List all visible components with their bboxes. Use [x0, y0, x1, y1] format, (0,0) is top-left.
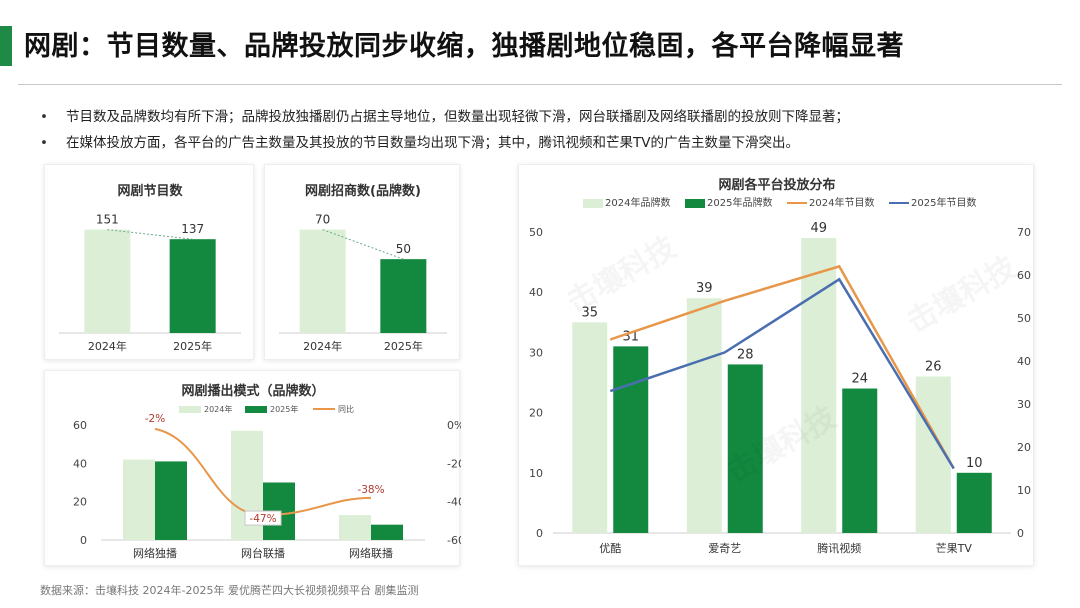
legend-label: 2025年节目数 [911, 196, 976, 209]
y-tick-label: 20 [73, 496, 87, 509]
chart-brands: 网剧招商数(品牌数) 70 2024年 50 2025年 [279, 183, 447, 353]
yoy-data-label: -2% [145, 413, 165, 425]
data-label: 28 [737, 347, 754, 362]
legend-swatch-2024 [179, 406, 201, 413]
x-tick-label: 2024年 [88, 339, 127, 353]
y-tick-label: 30 [529, 346, 543, 359]
x-tick-label: 腾讯视频 [817, 541, 861, 555]
chart-panel-brands: 网剧招商数(品牌数) 70 2024年 50 2025年 [264, 164, 460, 360]
y-tick-label: 40 [73, 457, 87, 470]
bar-brand-2025 [613, 346, 649, 533]
y2-tick-label: 10 [1017, 484, 1031, 497]
y-tick-label: 60 [73, 419, 87, 432]
y2-tick-label: 60 [1017, 269, 1031, 282]
y2-tick-label: -40% [447, 496, 461, 509]
chart-title: 网剧节目数 [117, 183, 183, 199]
y-tick-label: 50 [529, 226, 543, 239]
bar-brand-2024 [572, 322, 608, 533]
y-tick-label: 20 [529, 407, 543, 420]
data-label: 39 [696, 281, 713, 296]
bar-2024 [339, 515, 371, 540]
title-divider [18, 84, 1062, 85]
x-tick-label: 网络独播 [133, 546, 177, 560]
legend-label: 2025年 [270, 404, 298, 414]
chart-title: 网剧播出模式（品牌数） [181, 383, 324, 399]
y2-tick-label: 50 [1017, 312, 1031, 325]
bar-2024 [123, 459, 155, 540]
chart-broadcast-mode: 网剧播出模式（品牌数） 2024年 2025年 同比 0 20 40 60 0% -20% -40%… [73, 383, 461, 560]
chart-programs: 网剧节目数 151 2024年 137 2025年 [59, 183, 241, 353]
bar-2025 [155, 461, 187, 540]
legend-label: 2025年品牌数 [707, 196, 772, 209]
x-tick-label: 爱奇艺 [708, 542, 741, 555]
legend-swatch-brand-2025 [685, 199, 705, 208]
y2-tick-label: 0 [1017, 527, 1024, 540]
bar [84, 229, 131, 333]
x-tick-label: 优酷 [599, 542, 621, 555]
bar-2025 [371, 524, 403, 540]
x-tick-label: 2025年 [173, 339, 212, 353]
legend-swatch-2025 [245, 406, 267, 413]
chart-panel-programs: 网剧节目数 151 2024年 137 2025年 [44, 164, 254, 360]
bar-brand-2025 [842, 388, 878, 533]
legend-label: 同比 [338, 404, 354, 414]
bar-brand-2024 [801, 238, 837, 533]
y-tick-label: 40 [529, 286, 543, 299]
bar [169, 239, 216, 333]
yoy-data-label: -38% [357, 484, 384, 496]
chart-panel-broadcast-mode: 网剧播出模式（品牌数） 2024年 2025年 同比 0 20 40 60 0% -20% -40%… [44, 370, 461, 566]
data-label: 137 [181, 222, 204, 236]
y2-tick-label: 0% [447, 419, 461, 432]
page-title: 网剧：节目数量、品牌投放同步收缩，独播剧地位稳固，各平台降幅显著 [24, 31, 904, 62]
y-tick-label: 0 [536, 527, 543, 540]
data-source-note: 数据来源：击壤科技 2024年-2025年 爱优腾芒四大长视频视频平台 剧集监测 [40, 584, 419, 597]
y2-tick-label: -20% [447, 457, 461, 470]
x-tick-label: 2024年 [303, 339, 342, 353]
bar [299, 229, 346, 333]
x-tick-label: 芒果TV [936, 542, 973, 555]
data-label-box [244, 510, 282, 526]
line-program-2024 [609, 264, 955, 470]
data-label: 151 [96, 213, 119, 227]
bar-brand-2025 [727, 364, 763, 533]
title-accent-bar [0, 26, 12, 66]
bar [380, 259, 427, 333]
data-label: 70 [315, 213, 330, 227]
chart-title: 网剧各平台投放分布 [718, 177, 835, 193]
x-tick-label: 网络联播 [349, 546, 393, 560]
data-label: 49 [810, 221, 827, 236]
data-label: 35 [581, 305, 598, 320]
y2-tick-label: 70 [1017, 226, 1031, 239]
y2-tick-label: 20 [1017, 441, 1031, 454]
chart-panel-platforms: 网剧各平台投放分布 2024年品牌数 2025年品牌数 2024年节目数 2025年节目… [518, 164, 1034, 566]
data-label: 10 [966, 456, 983, 471]
bar-brand-2024 [686, 298, 722, 533]
data-label-box [353, 481, 389, 496]
x-tick-label: 网台联播 [241, 546, 285, 560]
y2-tick-label: 30 [1017, 398, 1031, 411]
chart-platforms: 网剧各平台投放分布 2024年品牌数 2025年品牌数 2024年节目数 2025年节目… [529, 177, 1031, 555]
legend-label: 2024年 [204, 404, 232, 414]
y2-tick-label: -60% [447, 534, 461, 547]
legend-label: 2024年节目数 [809, 196, 874, 209]
line-program-2025 [609, 277, 955, 470]
y-tick-label: 0 [80, 534, 87, 547]
x-tick-label: 2025年 [384, 339, 423, 353]
data-label: 26 [925, 359, 942, 374]
legend-swatch-brand-2024 [583, 199, 603, 208]
chart-title: 网剧招商数(品牌数) [305, 183, 421, 199]
data-label: 50 [396, 242, 411, 256]
bullet-item: 在媒体投放方面，各平台的广告主数量及其投放的节目数量均出现下滑；其中，腾讯视频和… [38, 130, 1058, 156]
y2-tick-label: 40 [1017, 355, 1031, 368]
data-label-box [140, 410, 170, 425]
y-tick-label: 10 [529, 467, 543, 480]
data-label: 24 [851, 372, 868, 387]
yoy-data-label: -47% [249, 513, 276, 525]
bullet-item: 节目数及品牌数均有所下滑；品牌投放独播剧仍占据主导地位，但数量出现轻微下滑，网台… [38, 104, 1058, 130]
legend-label: 2024年品牌数 [605, 196, 670, 209]
bullet-list: 节目数及品牌数均有所下滑；品牌投放独播剧仍占据主导地位，但数量出现轻微下滑，网台… [38, 104, 1058, 156]
bar-brand-2025 [956, 472, 992, 533]
